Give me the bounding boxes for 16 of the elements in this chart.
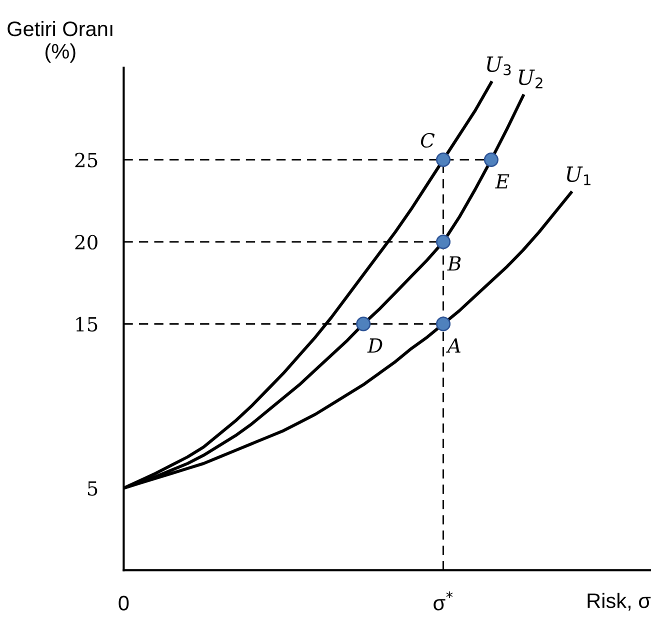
- y-axis-title: Getiri Oranı (%): [8, 20, 112, 63]
- annotation: B: [447, 256, 461, 271]
- y-tick-label: 25: [75, 152, 98, 168]
- annotation: D: [367, 338, 382, 353]
- y-tick-label: 15: [76, 316, 98, 332]
- x-axis-title: Risk, σ: [588, 592, 651, 611]
- y-tick-label: 20: [75, 234, 98, 250]
- annotation: A: [446, 338, 460, 353]
- y-tick-label: 5: [88, 481, 98, 496]
- annotation: E: [495, 174, 510, 188]
- annotation: C: [420, 132, 435, 148]
- series-label: U$_{2}$: [519, 70, 542, 88]
- series-label: U$_{3}$: [487, 56, 511, 76]
- x-tick-label: 0: [118, 596, 129, 611]
- x-tick-label: σ$^{*}$: [434, 591, 453, 610]
- series-label: U$_{1}$: [566, 166, 590, 186]
